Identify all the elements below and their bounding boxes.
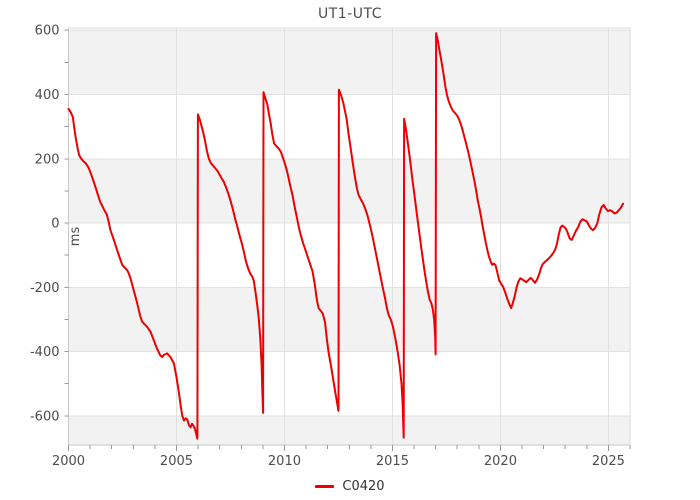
chart-title: UT1-UTC xyxy=(317,6,382,22)
y-tick-label: -600 xyxy=(30,409,60,424)
split-band xyxy=(68,30,630,95)
x-tick-label: 2010 xyxy=(268,454,301,469)
y-axis-title: ms xyxy=(68,227,83,247)
x-tick-label: 2000 xyxy=(52,454,85,469)
y-tick-label: 0 xyxy=(51,217,59,232)
x-tick-label: 2025 xyxy=(592,454,625,469)
split-band xyxy=(68,287,630,352)
x-tick-label: 2015 xyxy=(376,454,409,469)
y-tick-label: 400 xyxy=(35,88,60,103)
y-tick-label: 200 xyxy=(35,152,60,167)
split-band xyxy=(68,158,630,224)
split-band xyxy=(68,415,630,445)
legend: C0420 xyxy=(0,479,700,494)
legend-label: C0420 xyxy=(342,479,385,494)
y-tick-label: -200 xyxy=(30,281,60,296)
legend-item-c0420[interactable]: C0420 xyxy=(315,479,385,494)
legend-line-swatch xyxy=(315,485,335,488)
series-line xyxy=(67,32,625,440)
y-tick-label: 600 xyxy=(35,24,60,39)
x-tick-label: 2005 xyxy=(160,454,193,469)
y-tick-label: -400 xyxy=(30,345,60,360)
x-tick-label: 2020 xyxy=(484,454,517,469)
